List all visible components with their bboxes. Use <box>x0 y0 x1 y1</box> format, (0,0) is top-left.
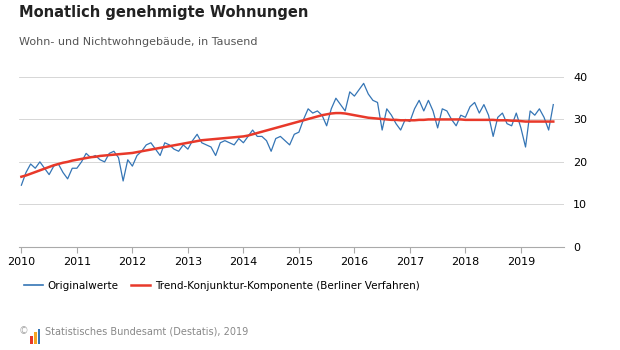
Text: Statistisches Bundesamt (Destatis), 2019: Statistisches Bundesamt (Destatis), 2019 <box>45 326 249 336</box>
Bar <box>34 332 37 344</box>
Bar <box>30 336 33 344</box>
Legend: Originalwerte, Trend-Konjunktur-Komponente (Berliner Verfahren): Originalwerte, Trend-Konjunktur-Komponen… <box>24 281 420 290</box>
Text: Wohn- und Nichtwohngebäude, in Tausend: Wohn- und Nichtwohngebäude, in Tausend <box>19 37 257 47</box>
Text: ©: © <box>19 326 29 336</box>
Bar <box>38 329 40 344</box>
Text: Monatlich genehmigte Wohnungen: Monatlich genehmigte Wohnungen <box>19 5 308 20</box>
